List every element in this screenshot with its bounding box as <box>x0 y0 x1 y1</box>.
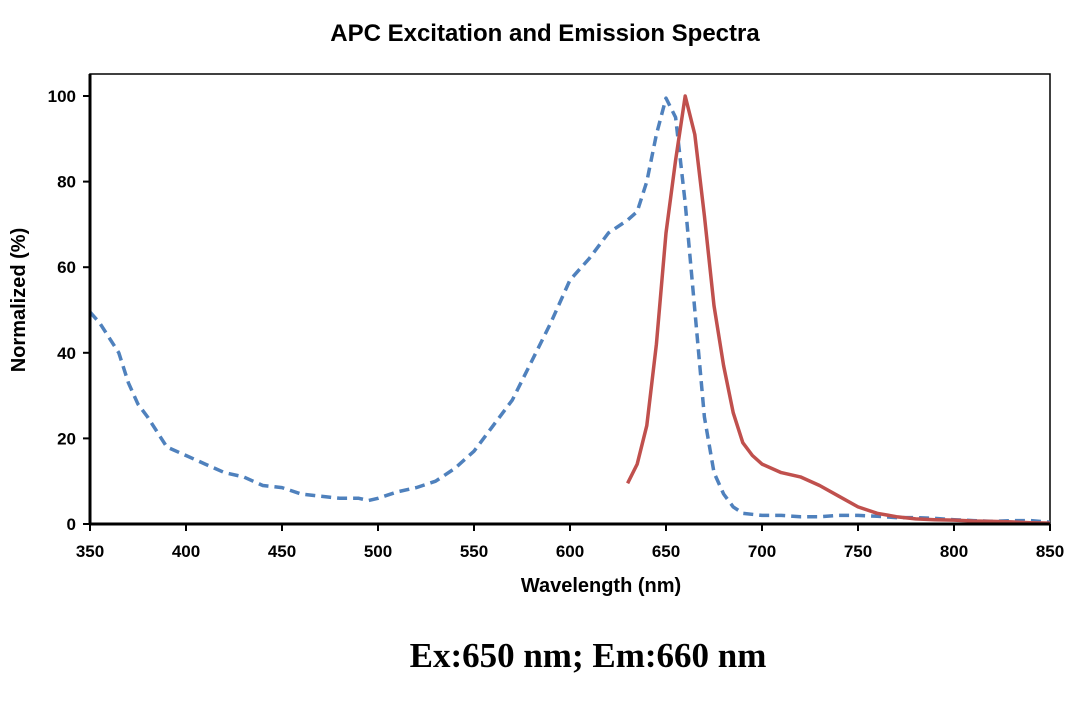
y-tick-label: 0 <box>67 515 76 534</box>
x-tick-label: 700 <box>748 542 776 561</box>
x-tick-label: 800 <box>940 542 968 561</box>
excitation-series-line <box>88 96 1051 525</box>
y-tick-label: 40 <box>57 344 76 363</box>
y-axis-label: Normalized (%) <box>8 228 30 372</box>
y-tick-label: 60 <box>57 258 76 277</box>
x-tick-label: 850 <box>1036 542 1064 561</box>
emission-series-line <box>626 94 1051 525</box>
x-tick-label: 600 <box>556 542 584 561</box>
y-tick-label: 20 <box>57 429 76 448</box>
x-tick-label: 450 <box>268 542 296 561</box>
excitation-emission-note: Ex:650 nm; Em:660 nm <box>409 636 767 675</box>
x-tick-label: 400 <box>172 542 200 561</box>
x-tick-label: 650 <box>652 542 680 561</box>
x-tick-label: 350 <box>76 542 104 561</box>
plot-area <box>89 73 1051 525</box>
y-tick-label: 100 <box>48 87 76 106</box>
x-tick-label: 750 <box>844 542 872 561</box>
y-tick-label: 80 <box>57 173 76 192</box>
chart-title: APC Excitation and Emission Spectra <box>330 20 760 47</box>
x-tick-label: 550 <box>460 542 488 561</box>
x-axis-label: Wavelength (nm) <box>521 575 681 597</box>
x-tick-label: 500 <box>364 542 392 561</box>
